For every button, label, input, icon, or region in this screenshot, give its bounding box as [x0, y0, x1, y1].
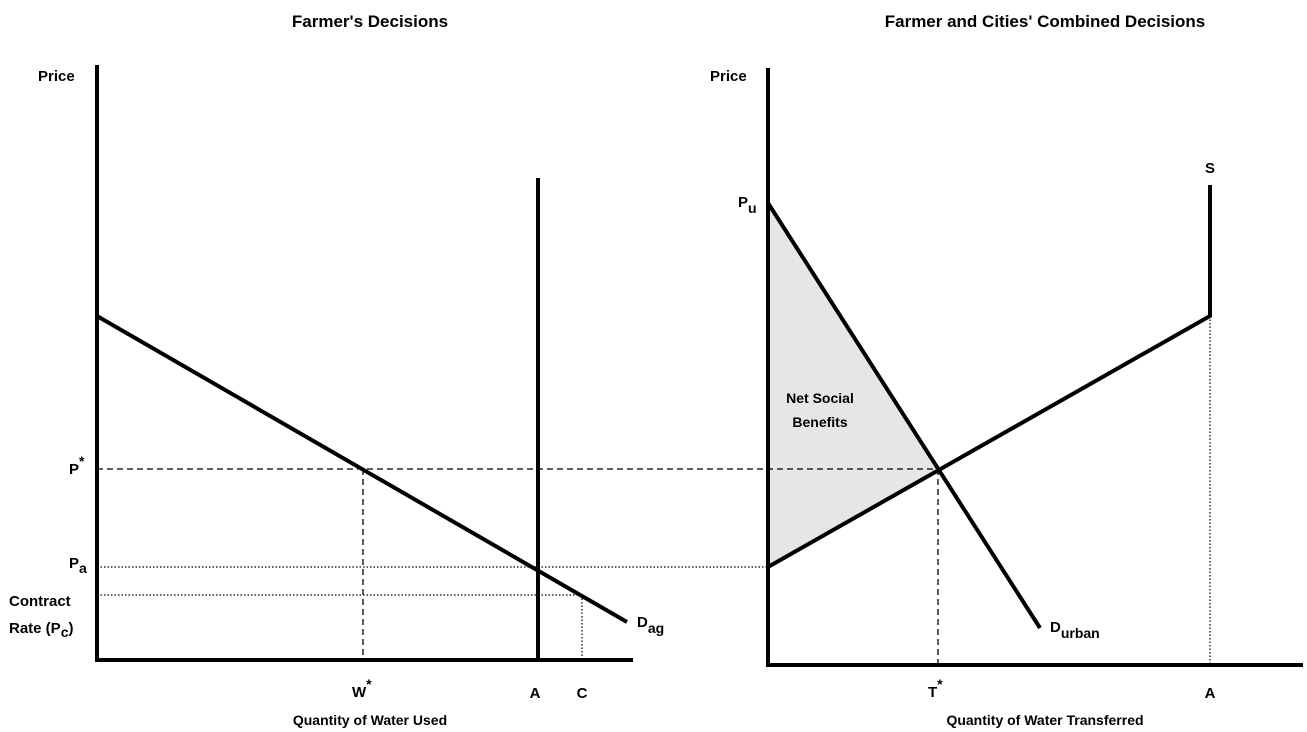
demand-urban [766, 201, 1042, 630]
demand-ag-label: Dag [637, 614, 664, 636]
right-axes [766, 68, 1303, 667]
supply-label: S [1205, 160, 1215, 177]
y-axis-label: Price [710, 68, 747, 85]
t-star-label: T* [928, 676, 943, 701]
w-star-label: W* [352, 676, 372, 701]
left-axes [95, 65, 633, 662]
demand-urban-label: Durban [1050, 619, 1100, 641]
p-a-label: Pa [69, 555, 87, 576]
a-label: A [1205, 685, 1216, 702]
area-label: Net Social [786, 390, 854, 406]
left-title: Farmer's Decisions [292, 12, 448, 31]
y-axis-label: Price [38, 68, 75, 85]
contract-label: Contract [9, 593, 71, 610]
a-label: A [530, 685, 541, 702]
p-star-label: P* [69, 453, 85, 478]
area-label: Benefits [792, 414, 847, 430]
supply [767, 185, 1212, 569]
right-title: Farmer and Cities' Combined Decisions [885, 12, 1206, 31]
contract-label: Rate (Pc) [9, 620, 73, 640]
net-social-benefits-area [768, 203, 938, 567]
x-axis-label: Quantity of Water Transferred [946, 712, 1143, 728]
x-axis-label: Quantity of Water Used [293, 712, 447, 728]
c-label: C [577, 685, 588, 702]
p-u-label: Pu [738, 194, 757, 216]
